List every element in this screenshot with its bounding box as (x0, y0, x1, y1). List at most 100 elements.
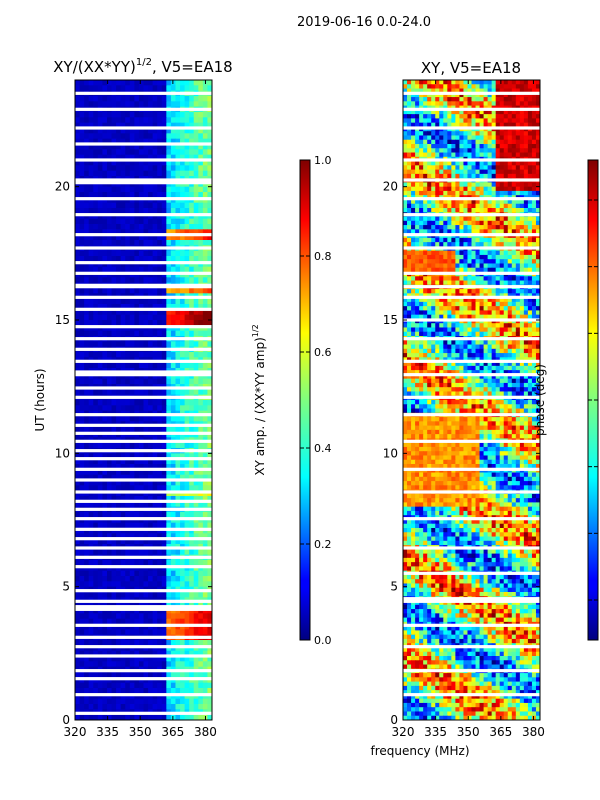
heatmap-cell (443, 229, 448, 235)
heatmap-cell (125, 474, 131, 481)
heatmap-cell (427, 88, 432, 94)
heatmap-cell (106, 405, 113, 412)
heatmap-cell (415, 122, 420, 128)
heatmap-cell (84, 80, 90, 86)
heatmap-cell (138, 272, 145, 278)
heatmap-cell (152, 464, 158, 470)
heatmap-cell (180, 149, 186, 156)
heatmap-cell (134, 645, 140, 652)
heatmap-cell (202, 517, 209, 524)
heatmap-cell (175, 704, 181, 710)
heatmap-cell (120, 160, 126, 166)
heatmap-cell (134, 496, 140, 502)
heatmap-cell (138, 501, 145, 508)
heatmap-cell (129, 240, 135, 246)
heatmap-cell (97, 464, 103, 470)
heatmap-cell (157, 661, 163, 668)
heatmap-cell (125, 373, 131, 380)
flagged-row (75, 607, 212, 611)
heatmap-cell (161, 373, 167, 380)
heatmap-cell (202, 560, 209, 566)
heatmap-cell (148, 128, 154, 134)
heatmap-cell (202, 565, 209, 572)
heatmap-cell (148, 213, 154, 220)
heatmap-cell (419, 97, 424, 102)
heatmap-cell (93, 288, 99, 294)
heatmap-cell (116, 400, 122, 406)
heatmap-cell (111, 453, 117, 460)
heatmap-cell (451, 190, 456, 196)
heatmap-cell (189, 693, 195, 700)
heatmap-cell (148, 378, 154, 385)
heatmap-cell (148, 101, 154, 108)
heatmap-cell (138, 192, 145, 198)
heatmap-cell (88, 378, 94, 385)
heatmap-cell (193, 154, 199, 161)
heatmap-cell (207, 442, 212, 449)
heatmap-cell (75, 234, 81, 241)
heatmap-cell (152, 528, 158, 534)
heatmap-cell (75, 480, 81, 486)
heatmap-cell (180, 341, 186, 348)
heatmap-cell (152, 432, 158, 438)
heatmap-cell (447, 199, 452, 205)
heatmap-cell (134, 624, 140, 630)
heatmap-cell (175, 592, 181, 598)
heatmap-cell (157, 133, 163, 140)
heatmap-cell (180, 309, 186, 316)
heatmap-cell (175, 490, 181, 497)
heatmap-cell (193, 661, 199, 668)
heatmap-cell (407, 80, 412, 85)
heatmap-cell (423, 148, 428, 154)
heatmap-cell (189, 512, 195, 518)
heatmap-cell (102, 112, 108, 118)
heatmap-cell (129, 352, 135, 358)
heatmap-cell (407, 148, 412, 154)
heatmap-cell (407, 161, 412, 166)
heatmap-cell (535, 114, 540, 119)
heatmap-cell (111, 501, 117, 508)
heatmap-cell (84, 309, 90, 316)
heatmap-cell (88, 501, 94, 508)
heatmap-cell (184, 560, 190, 566)
heatmap-cell (134, 618, 140, 625)
heatmap-cell (431, 139, 436, 145)
heatmap-cell (202, 528, 209, 534)
heatmap-cell (111, 320, 117, 326)
flagged-row (75, 197, 212, 201)
flagged-row (75, 213, 212, 217)
heatmap-cell (519, 122, 525, 128)
heatmap-cell (459, 186, 465, 192)
heatmap-cell (84, 330, 90, 337)
heatmap-cell (455, 148, 461, 154)
heatmap-cell (487, 216, 493, 222)
heatmap-cell (180, 656, 186, 662)
heatmap-cell (523, 144, 529, 149)
heatmap-cell (88, 704, 94, 710)
heatmap-cell (495, 182, 501, 188)
heatmap-cell (143, 133, 149, 140)
heatmap-cell (175, 202, 181, 209)
heatmap-cell (75, 458, 81, 465)
flagged-row (75, 527, 212, 531)
amp-colorbar-axis: 0.00.20.40.60.81.0 (300, 154, 332, 647)
heatmap-cell (419, 186, 424, 192)
heatmap-cell (84, 240, 90, 246)
heatmap-cell (111, 229, 117, 236)
heatmap-cell (435, 114, 440, 119)
heatmap-cell (84, 261, 90, 268)
heatmap-cell (84, 192, 90, 198)
heatmap-cell (419, 135, 424, 141)
heatmap-cell (207, 464, 212, 470)
heatmap-cell (134, 192, 140, 198)
heatmap-cell (166, 314, 172, 321)
heatmap-cell (106, 309, 113, 316)
heatmap-cell (184, 138, 190, 145)
heatmap-cell (157, 570, 163, 577)
heatmap-cell (116, 186, 122, 193)
heatmap-cell (148, 341, 154, 348)
heatmap-cell (152, 469, 158, 476)
heatmap-cell (207, 272, 212, 278)
heatmap-cell (116, 138, 122, 145)
heatmap-cell (415, 80, 420, 85)
